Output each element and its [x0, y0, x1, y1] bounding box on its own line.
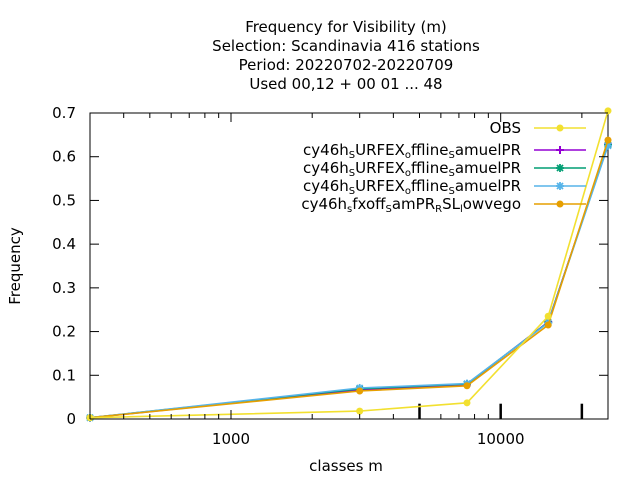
- series-lines: [86, 107, 612, 422]
- legend-item: cy46hSURFEXofflineSamuelPR: [303, 159, 586, 179]
- legend-item: cy46hSURFEXofflineSamuelPR: [303, 141, 586, 161]
- y-tick-label: 0: [66, 410, 76, 428]
- legend-label-part: S: [349, 168, 355, 179]
- legend-label-part: S: [385, 204, 391, 215]
- series-line: [89, 139, 609, 419]
- series-point: [556, 124, 564, 132]
- legend-item: cy46hsfxoffSamPRRSLlowvego: [301, 195, 586, 215]
- chart-title: Frequency for Visibility (m)Selection: S…: [212, 18, 480, 93]
- legend-label-part: fxoff: [352, 195, 386, 213]
- legend-label-part: cy46h: [301, 195, 347, 213]
- y-tick-label: 0.6: [52, 148, 76, 166]
- legend-label-part: l: [460, 204, 463, 215]
- y-axis: 0 0.1 0.2 0.3 0.4 0.5 0.6 0.7: [52, 104, 608, 428]
- legend-label-part: o: [405, 150, 411, 161]
- series-point: [463, 382, 471, 390]
- legend-label-part: amuelPR: [455, 177, 521, 195]
- x-tick-label: 10000: [477, 430, 525, 448]
- legend-label: cy46hSURFEXofflineSamuelPR: [303, 141, 521, 161]
- legend-label: cy46hSURFEXofflineSamuelPR: [303, 177, 521, 197]
- y-tick-label: 0.3: [52, 279, 76, 297]
- series-0: [86, 107, 612, 422]
- legend-label-part: S: [349, 186, 355, 197]
- x-axis-label: classes m: [309, 457, 383, 475]
- y-tick-label: 0.2: [52, 323, 76, 341]
- legend-item: cy46hSURFEXofflineSamuelPR: [303, 177, 586, 197]
- series-point: [556, 164, 564, 172]
- legend-label-part: amPR: [392, 195, 435, 213]
- legend-label: cy46hSURFEXofflineSamuelPR: [303, 159, 521, 179]
- y-tick-label: 0.1: [52, 366, 76, 384]
- series-1: [86, 140, 612, 422]
- series-point: [604, 136, 612, 144]
- legend-label-part: S: [349, 150, 355, 161]
- series-point: [463, 399, 471, 407]
- legend-label-part: o: [405, 186, 411, 197]
- series-point: [544, 321, 552, 329]
- legend-label: cy46hsfxoffSamPRRSLlowvego: [301, 195, 521, 215]
- legend-label-part: s: [347, 204, 352, 215]
- y-tick-label: 0.5: [52, 191, 76, 209]
- legend-label-part: amuelPR: [455, 141, 521, 159]
- title-line: Period: 20220702-20220709: [239, 56, 454, 74]
- legend-item: OBS: [490, 119, 586, 137]
- legend-label-part: cy46h: [303, 141, 349, 159]
- series-point: [544, 312, 552, 320]
- legend-label-part: S: [448, 186, 454, 197]
- legend-label-part: R: [435, 204, 442, 215]
- legend-label-part: ffline: [411, 159, 448, 177]
- legend-label-part: ffline: [411, 141, 448, 159]
- series-point: [556, 146, 564, 154]
- y-axis-label: Frequency: [6, 227, 24, 305]
- plot-border: [89, 112, 609, 420]
- title-line: Frequency for Visibility (m): [245, 18, 447, 36]
- legend-label-part: S: [448, 150, 454, 161]
- legend-label-part: owvego: [463, 195, 521, 213]
- legend-label-part: ffline: [411, 177, 448, 195]
- marker-stroke: [556, 164, 564, 172]
- series-point: [356, 387, 364, 395]
- legend-label-part: cy46h: [303, 159, 349, 177]
- series-point: [556, 182, 564, 190]
- series-2: [86, 140, 612, 422]
- marker-stroke: [556, 182, 564, 190]
- y-tick-label: 0.7: [52, 104, 76, 122]
- legend-label-part: URFEX: [355, 177, 405, 195]
- legend-label-part: S: [448, 168, 454, 179]
- legend-label-part: amuelPR: [455, 159, 521, 177]
- series-4: [86, 136, 612, 422]
- legend-label: OBS: [490, 119, 521, 137]
- series-point: [556, 200, 564, 208]
- x-axis: 1000 10000: [89, 113, 583, 448]
- series-point: [356, 407, 364, 415]
- legend-label-part: SL: [442, 195, 461, 213]
- plot-frame: [89, 112, 609, 420]
- legend-label-part: o: [405, 168, 411, 179]
- legend-label-part: cy46h: [303, 177, 349, 195]
- title-line: Used 00,12 + 00 01 ... 48: [249, 75, 442, 93]
- series-3: [86, 141, 612, 422]
- title-line: Selection: Scandinavia 416 stations: [212, 37, 480, 55]
- legend-label-part: URFEX: [355, 141, 405, 159]
- legend: OBScy46hSURFEXofflineSamuelPRcy46hSURFEX…: [301, 119, 586, 215]
- x-tick-label: 1000: [212, 430, 250, 448]
- y-tick-label: 0.4: [52, 235, 76, 253]
- legend-label-part: URFEX: [355, 159, 405, 177]
